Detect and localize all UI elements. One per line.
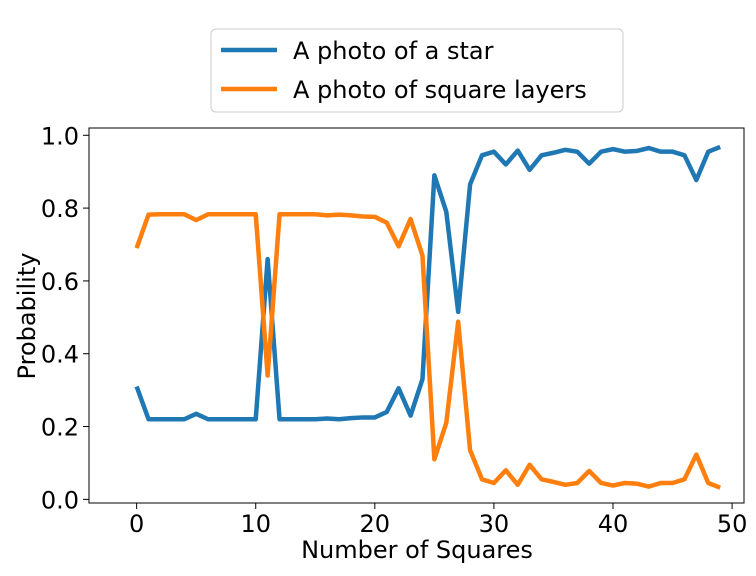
- series-line-square-layers: [134, 212, 722, 490]
- x-tick-label: 10: [240, 510, 271, 538]
- series-line-star: [134, 144, 722, 422]
- y-axis-label: Probability: [13, 253, 41, 380]
- y-tick-label: 0.2: [41, 414, 79, 442]
- x-tick-label: 40: [598, 510, 629, 538]
- y-tick-label: 0.0: [41, 486, 79, 514]
- y-axis-ticks: 0.0 0.2 0.4 0.6 0.8 1.0: [41, 122, 89, 514]
- series-lines: [134, 144, 722, 490]
- y-tick-label: 1.0: [41, 122, 79, 150]
- x-tick-label: 0: [129, 510, 144, 538]
- x-axis-ticks: 0 10 20 30 40 50: [129, 503, 747, 538]
- x-tick-label: 30: [479, 510, 510, 538]
- y-tick-label: 0.6: [41, 268, 79, 296]
- x-axis-label: Number of Squares: [301, 536, 533, 564]
- plot-frame: [88, 127, 745, 504]
- legend-frame: [210, 28, 624, 113]
- legend-label-star: A photo of a star: [293, 37, 494, 65]
- x-tick-label: 20: [360, 510, 391, 538]
- x-tick-label: 50: [717, 510, 748, 538]
- y-tick-label: 0.4: [41, 341, 79, 369]
- y-tick-label: 0.8: [41, 195, 79, 223]
- legend: A photo of a star A photo of square laye…: [210, 28, 624, 113]
- legend-label-square-layers: A photo of square layers: [293, 76, 587, 104]
